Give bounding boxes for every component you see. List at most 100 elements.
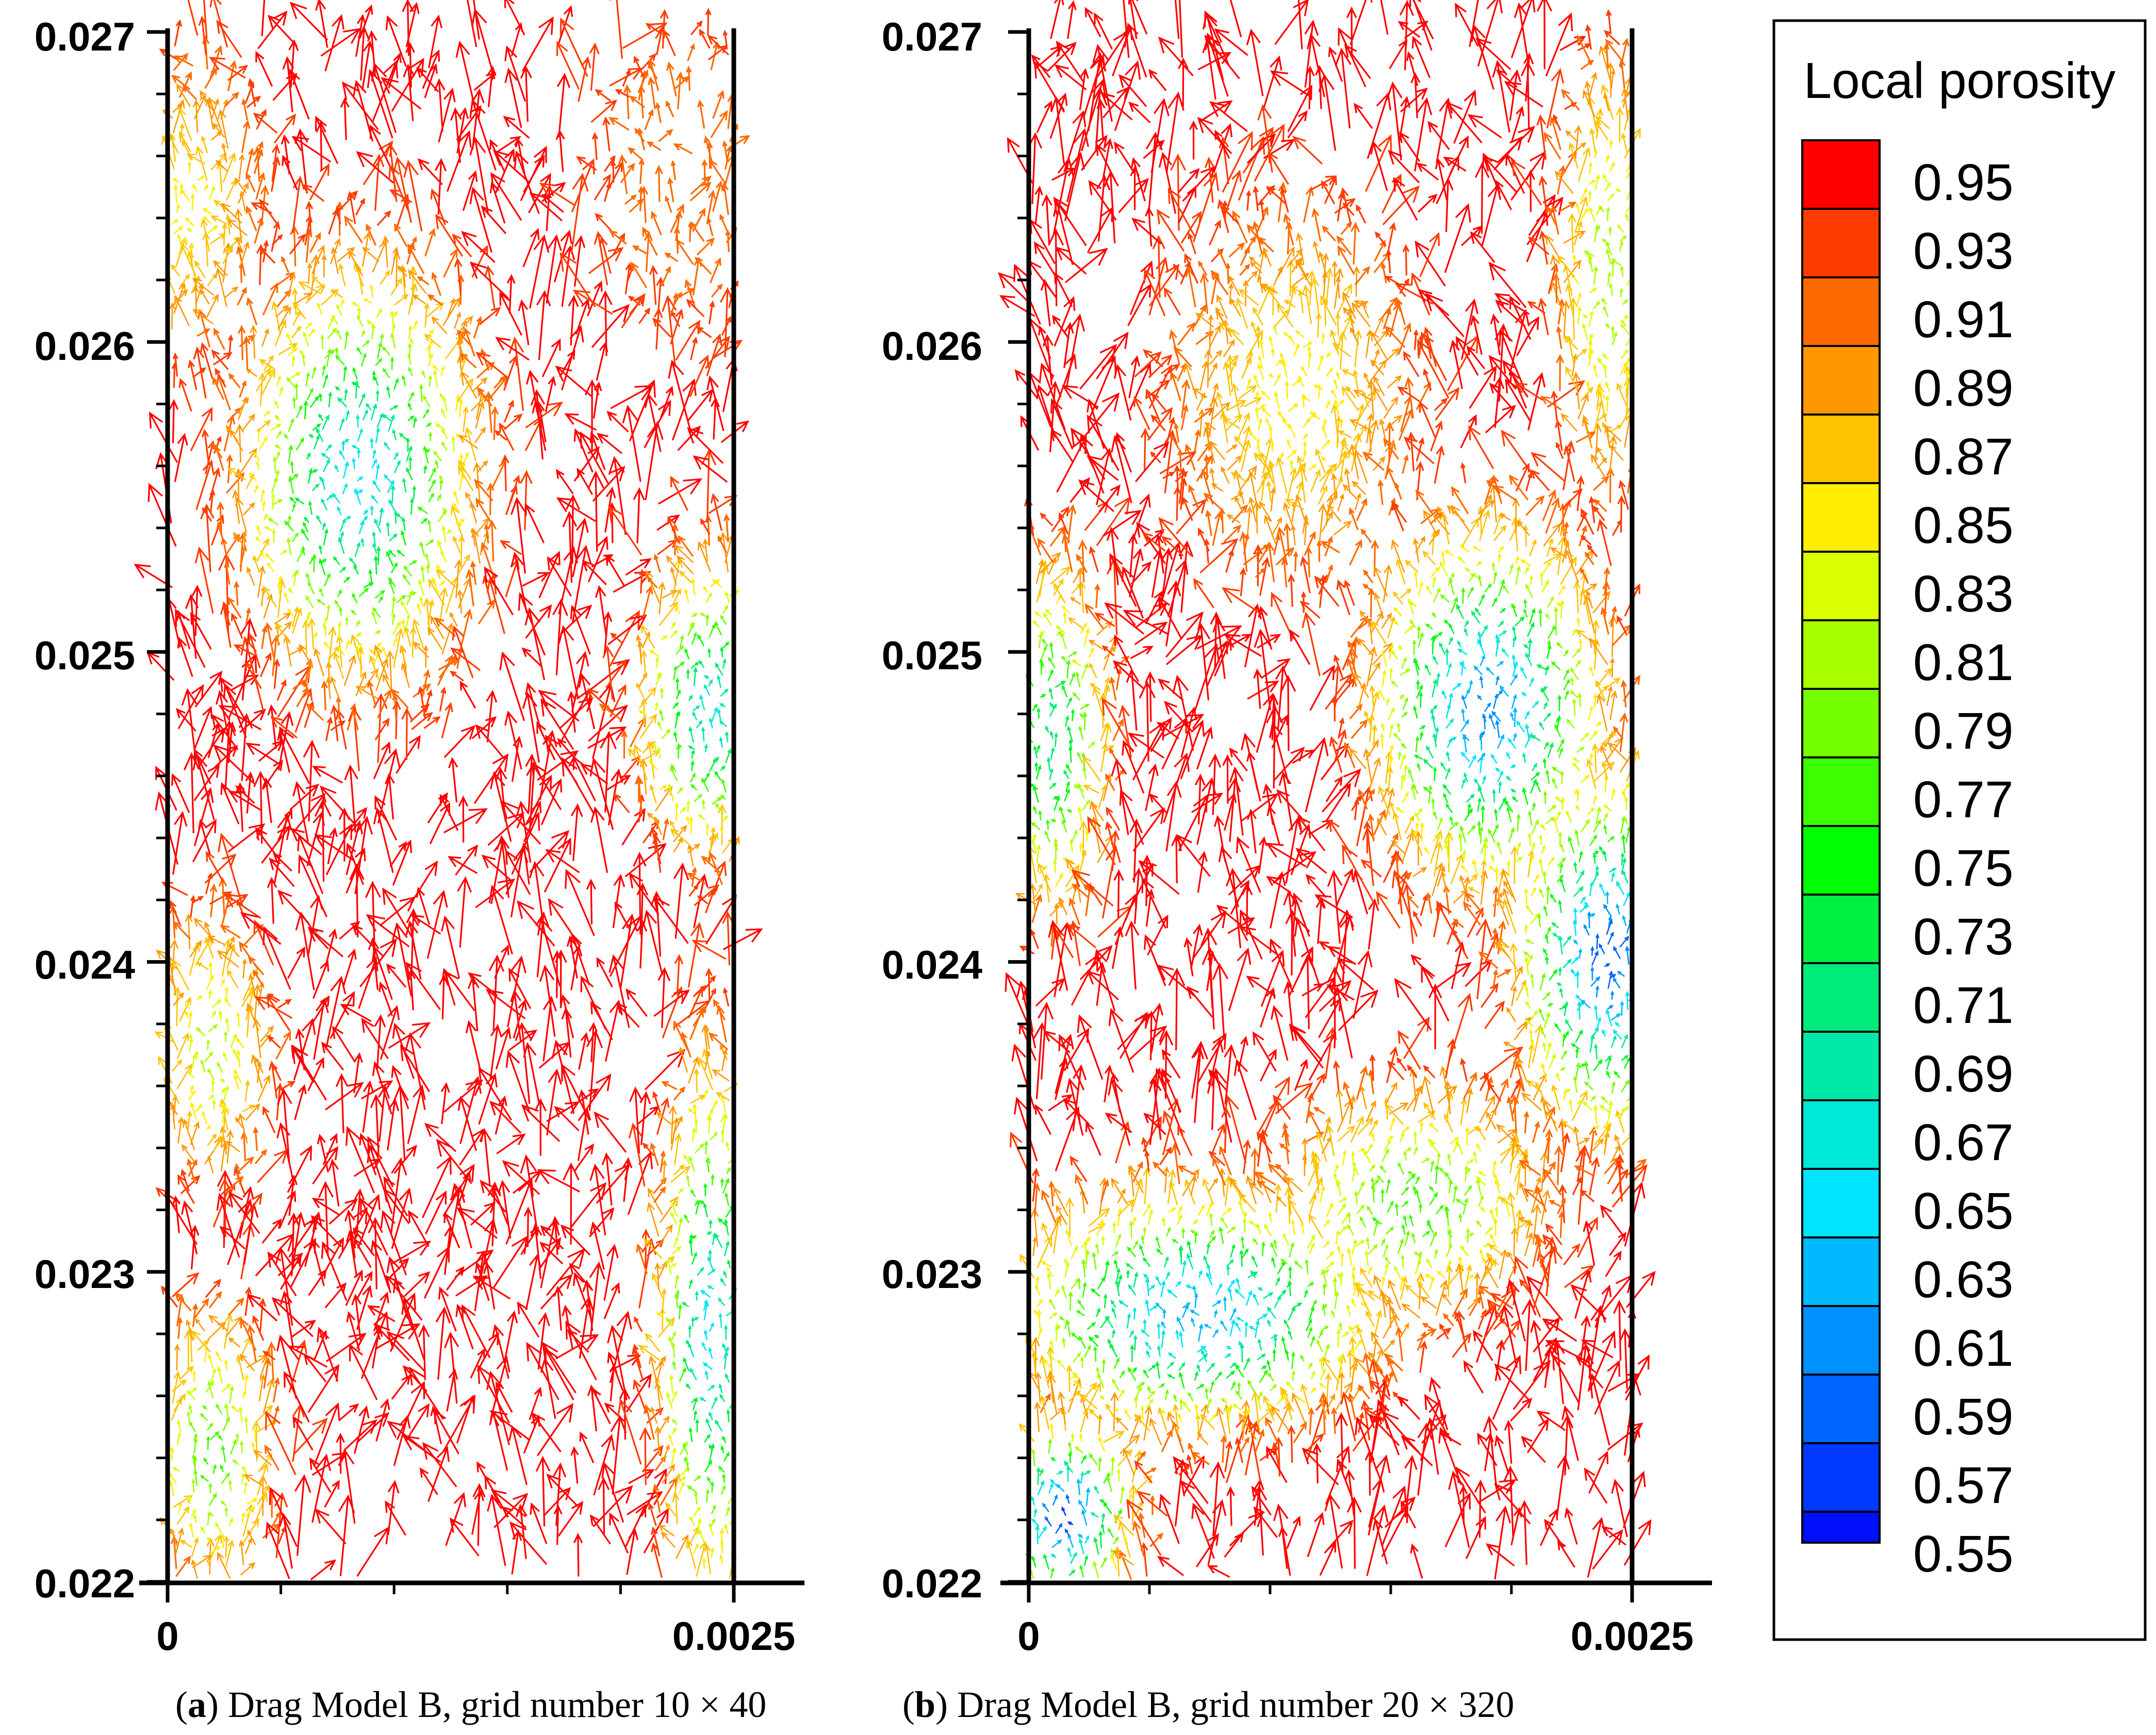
velocity-vector xyxy=(720,615,727,625)
velocity-vector xyxy=(439,474,444,483)
velocity-vector xyxy=(626,1528,639,1575)
velocity-vector xyxy=(289,497,297,504)
velocity-vector xyxy=(1325,564,1334,583)
velocity-vector xyxy=(445,1492,466,1546)
velocity-vector xyxy=(232,1459,240,1465)
velocity-vector xyxy=(1439,1432,1461,1446)
velocity-vector xyxy=(287,1345,328,1368)
velocity-vector xyxy=(1194,1370,1198,1381)
velocity-vector xyxy=(1146,379,1171,399)
velocity-vector xyxy=(244,1080,250,1102)
velocity-vector xyxy=(192,308,214,325)
velocity-vector xyxy=(175,1555,191,1577)
velocity-vector xyxy=(1397,1238,1404,1254)
velocity-vector xyxy=(653,742,658,753)
velocity-vector xyxy=(250,324,257,359)
velocity-vector xyxy=(194,706,213,749)
velocity-vector xyxy=(1145,1467,1157,1475)
velocity-vector xyxy=(332,492,341,504)
velocity-vector xyxy=(1214,28,1248,56)
velocity-vector xyxy=(316,599,326,606)
velocity-vector xyxy=(326,604,331,618)
velocity-vector xyxy=(256,1463,269,1496)
velocity-vector xyxy=(1276,1396,1285,1404)
velocity-vector xyxy=(1339,1197,1347,1203)
velocity-vector xyxy=(1373,386,1388,411)
velocity-vector xyxy=(229,1385,234,1404)
velocity-vector xyxy=(1358,1148,1365,1152)
velocity-vector xyxy=(408,560,418,566)
velocity-vector xyxy=(562,1304,574,1350)
velocity-vector xyxy=(1039,658,1043,675)
velocity-vector xyxy=(630,261,648,289)
velocity-vector xyxy=(211,442,223,459)
velocity-vector xyxy=(316,515,322,525)
velocity-vector xyxy=(1257,1313,1269,1321)
velocity-vector xyxy=(661,1463,676,1484)
velocity-vector xyxy=(1055,1523,1063,1534)
velocity-vector xyxy=(1418,807,1422,816)
velocity-vector xyxy=(184,1003,191,1010)
velocity-vector xyxy=(277,711,294,770)
velocity-vector xyxy=(207,1512,215,1517)
velocity-vector xyxy=(322,365,326,376)
velocity-vector xyxy=(720,765,726,771)
velocity-vector xyxy=(506,274,516,313)
velocity-vector xyxy=(1302,395,1306,408)
velocity-vector xyxy=(1113,1536,1119,1545)
velocity-vector xyxy=(1288,1329,1293,1340)
velocity-vector xyxy=(272,499,283,505)
velocity-vector xyxy=(1462,1197,1469,1215)
velocity-vector xyxy=(1274,0,1309,45)
velocity-vector xyxy=(323,641,331,650)
velocity-vector xyxy=(1160,1280,1166,1298)
velocity-vector xyxy=(701,777,710,792)
velocity-vector xyxy=(1158,596,1182,640)
velocity-vector xyxy=(571,158,595,212)
velocity-vector xyxy=(641,650,648,678)
velocity-vector xyxy=(1268,373,1274,378)
velocity-vector xyxy=(253,555,260,573)
velocity-vector xyxy=(281,134,290,175)
velocity-vector xyxy=(282,56,294,112)
velocity-vector xyxy=(305,595,315,609)
velocity-vector xyxy=(387,1480,400,1535)
velocity-vector xyxy=(472,377,488,392)
velocity-vector xyxy=(658,1524,675,1537)
velocity-vector xyxy=(343,576,351,583)
velocity-vector xyxy=(1118,1389,1125,1399)
velocity-vector xyxy=(710,1099,718,1113)
velocity-vector xyxy=(670,1331,676,1342)
velocity-vector xyxy=(400,1044,430,1093)
velocity-vector xyxy=(1088,1408,1101,1421)
velocity-vector xyxy=(241,1473,245,1484)
velocity-vector xyxy=(520,1154,539,1235)
velocity-vector xyxy=(413,618,424,649)
velocity-vector xyxy=(1244,1321,1248,1337)
velocity-vector xyxy=(1198,527,1210,552)
velocity-vector xyxy=(1452,928,1463,947)
velocity-vector xyxy=(1188,484,1200,510)
velocity-vector xyxy=(622,1157,633,1202)
velocity-vector xyxy=(1047,1272,1051,1290)
velocity-vector xyxy=(405,42,416,88)
velocity-vector xyxy=(220,1464,224,1473)
velocity-vector xyxy=(500,540,522,555)
velocity-vector xyxy=(666,61,677,97)
velocity-vector xyxy=(320,334,324,350)
velocity-vector xyxy=(694,794,703,802)
velocity-vector xyxy=(1397,751,1402,760)
velocity-vector xyxy=(308,434,314,438)
velocity-vector xyxy=(441,915,460,979)
velocity-vector xyxy=(1332,1060,1340,1092)
velocity-vector xyxy=(211,98,220,120)
velocity-vector xyxy=(367,1136,394,1187)
velocity-vector xyxy=(217,1366,223,1384)
velocity-vector xyxy=(1148,1284,1156,1291)
velocity-vector xyxy=(187,1070,194,1079)
velocity-vector xyxy=(355,671,367,697)
velocity-vector xyxy=(256,460,260,470)
velocity-vector xyxy=(1113,1514,1134,1536)
velocity-vector xyxy=(1157,1323,1161,1339)
velocity-vector xyxy=(1401,1200,1409,1208)
